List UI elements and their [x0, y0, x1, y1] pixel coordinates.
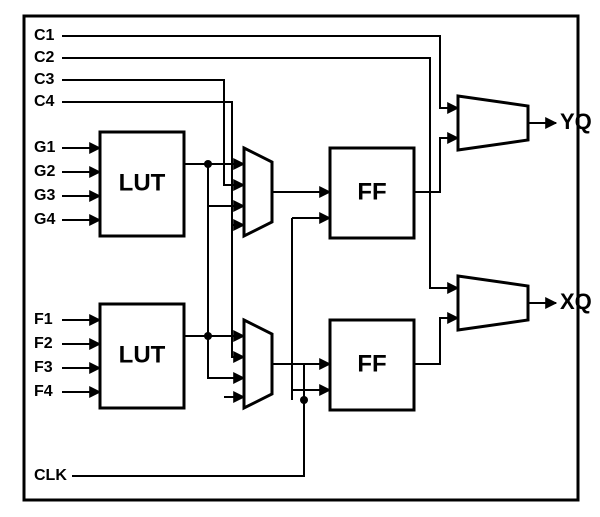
mux-bot — [244, 320, 272, 408]
junction-dot-0 — [204, 160, 212, 168]
mux-top — [244, 148, 272, 236]
label-g4: G4 — [34, 211, 55, 228]
outer-frame — [24, 16, 578, 500]
ff-top-label: FF — [357, 178, 386, 205]
label-c2: C2 — [34, 49, 55, 66]
label-c4: C4 — [34, 93, 55, 110]
label-f4: F4 — [34, 383, 53, 400]
label-clk: CLK — [34, 467, 67, 484]
label-xq: XQ — [560, 289, 592, 314]
junction-dot-2 — [300, 396, 308, 404]
ff-bot-label: FF — [357, 350, 386, 377]
wire-ffbot-out — [414, 318, 458, 364]
lut-bot-label: LUT — [119, 341, 166, 368]
label-yq: YQ — [560, 109, 592, 134]
wire-lut-top-tap-down — [208, 164, 244, 378]
lut-top-label: LUT — [119, 169, 166, 196]
wire-c1 — [62, 36, 458, 108]
label-g3: G3 — [34, 187, 55, 204]
label-f3: F3 — [34, 359, 53, 376]
label-f1: F1 — [34, 311, 53, 328]
wire-clk — [72, 400, 304, 476]
mux-xq — [458, 276, 528, 330]
clb-diagram: LUT LUT FF FF G1 G2 G3 G4 F1 F2 F3 F4 C1 C2 C3 C4 YQ XQ CL… — [0, 0, 600, 517]
label-g1: G1 — [34, 139, 55, 156]
junction-dot-1 — [204, 332, 212, 340]
wire-fftop-out — [414, 138, 458, 192]
label-f2: F2 — [34, 335, 53, 352]
label-c3: C3 — [34, 71, 55, 88]
mux-yq — [458, 96, 528, 150]
label-g2: G2 — [34, 163, 55, 180]
label-c1: C1 — [34, 27, 55, 44]
